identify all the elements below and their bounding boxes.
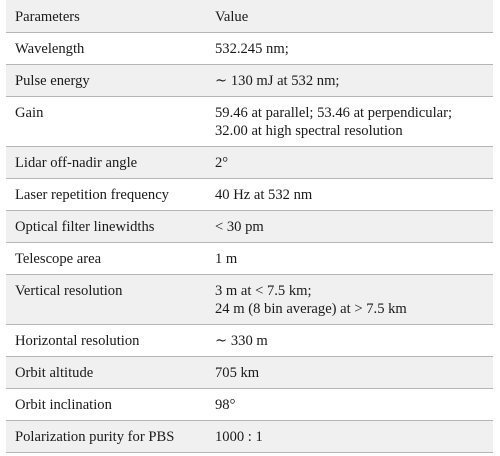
- parameter-cell: Gain: [15, 105, 44, 121]
- parameter-cell: Orbit altitude: [15, 365, 94, 381]
- parameters-table: Parameters Value Wavelength 532.245 nm; Pu…: [6, 0, 493, 453]
- value-cell: 705 km: [206, 357, 493, 389]
- header-row: Parameters Value: [6, 0, 493, 33]
- table-row: Pulse energy ∼ 130 mJ at 532 nm;: [6, 64, 493, 97]
- table-row: Lidar off-nadir angle 2°: [6, 146, 493, 179]
- value-cell: 40 Hz at 532 nm: [206, 179, 493, 211]
- value-line: 59.46 at parallel; 53.46 at perpendicula…: [214, 105, 453, 121]
- value-cell: 3 m at < 7.5 km; 24 m (8 bin average) at …: [206, 275, 493, 325]
- parameter-cell: Wavelength: [15, 41, 85, 57]
- value-cell: 2°: [206, 147, 493, 179]
- value-line: 1000 : 1: [214, 429, 263, 445]
- value-line: 532.245 nm;: [214, 41, 289, 57]
- value-cell: 532.245 nm;: [206, 33, 493, 65]
- parameter-cell: Laser repetition frequency: [15, 187, 169, 203]
- parameter-cell: Pulse energy: [15, 73, 90, 89]
- table-row: Wavelength 532.245 nm;: [6, 32, 493, 65]
- table-header: Parameters Value: [6, 0, 493, 33]
- table-row: Optical filter linewidths < 30 pm: [6, 210, 493, 243]
- value-cell: ∼ 130 mJ at 532 nm;: [206, 65, 493, 97]
- table-body: Wavelength 532.245 nm; Pulse energy ∼ 130 m…: [6, 32, 493, 453]
- value-line: 40 Hz at 532 nm: [214, 187, 313, 203]
- value-cell: < 30 pm: [206, 211, 493, 243]
- table-row: Orbit altitude 705 km: [6, 356, 493, 389]
- value-line: < 30 pm: [214, 219, 264, 235]
- table-row: Polarization purity for PBS 1000 : 1: [6, 420, 493, 453]
- parameter-cell: Horizontal resolution: [15, 333, 140, 349]
- header-parameters: Parameters: [6, 0, 206, 33]
- parameter-cell: Lidar off-nadir angle: [15, 155, 138, 171]
- value-line: 98°: [214, 397, 236, 413]
- table-row: Horizontal resolution ∼ 330 m: [6, 324, 493, 357]
- table-row: Gain 59.46 at parallel; 53.46 at perpendi…: [6, 96, 493, 147]
- value-line: 3 m at < 7.5 km;: [214, 283, 312, 299]
- value-line: 1 m: [214, 251, 238, 267]
- value-line: 705 km: [214, 365, 260, 381]
- parameter-cell: Optical filter linewidths: [15, 219, 155, 235]
- parameter-cell: Orbit inclination: [15, 397, 112, 413]
- table-row: Vertical resolution 3 m at < 7.5 km; 24 m …: [6, 274, 493, 325]
- parameters-table-container: Parameters Value Wavelength 532.245 nm; Pu…: [6, 0, 493, 453]
- value-line: ∼ 130 mJ at 532 nm;: [214, 73, 340, 89]
- table-row: Telescope area 1 m: [6, 242, 493, 275]
- value-line: 2°: [214, 155, 229, 171]
- parameter-cell: Telescope area: [15, 251, 102, 267]
- value-line: 32.00 at high spectral resolution: [214, 123, 403, 139]
- value-line: 24 m (8 bin average) at > 7.5 km: [214, 301, 407, 317]
- value-cell: 59.46 at parallel; 53.46 at perpendicula…: [206, 97, 493, 147]
- value-cell: ∼ 330 m: [206, 325, 493, 357]
- parameter-cell: Vertical resolution: [15, 283, 123, 299]
- parameter-cell: Polarization purity for PBS: [15, 429, 175, 445]
- value-cell: 98°: [206, 389, 493, 421]
- value-cell: 1 m: [206, 243, 493, 275]
- value-cell: 1000 : 1: [206, 421, 493, 453]
- table-row: Laser repetition frequency 40 Hz at 532 n…: [6, 178, 493, 211]
- header-value: Value: [205, 0, 493, 33]
- value-line: ∼ 330 m: [214, 333, 268, 349]
- table-row: Orbit inclination 98°: [6, 388, 493, 421]
